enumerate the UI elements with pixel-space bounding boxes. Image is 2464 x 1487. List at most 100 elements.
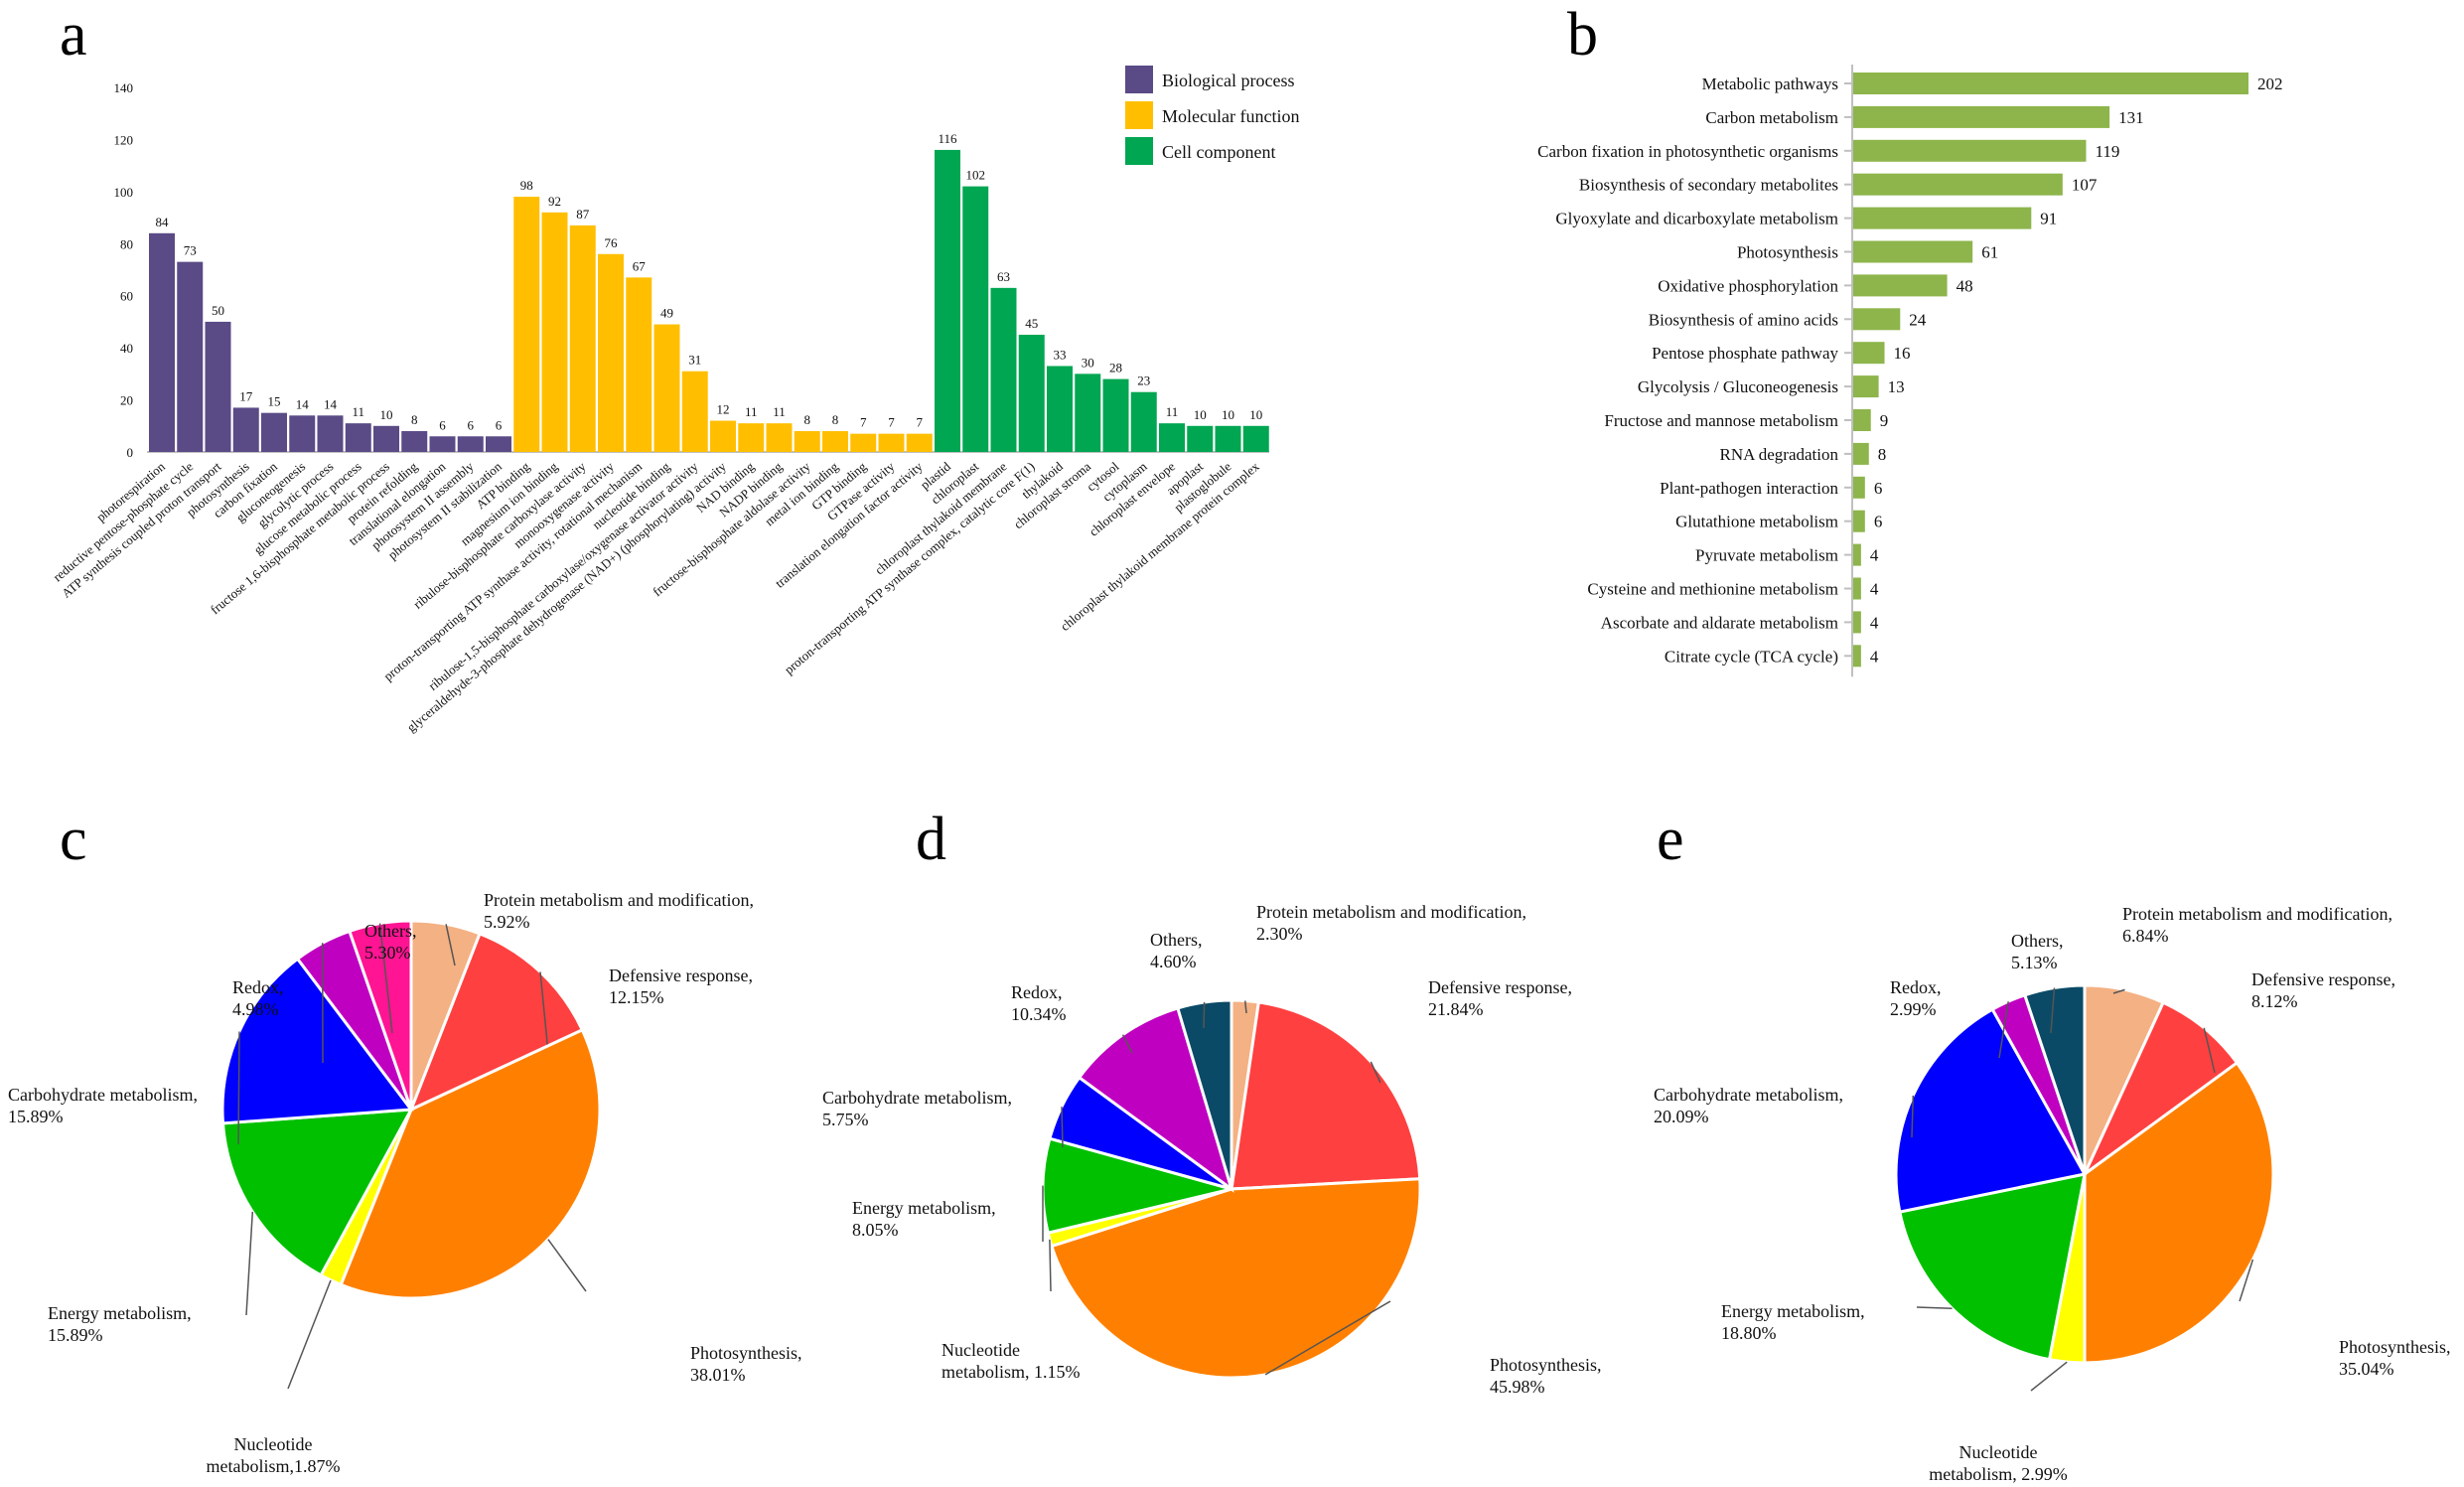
bar	[429, 436, 456, 452]
y-tick-label: Biosynthesis of amino acids	[1649, 310, 1838, 329]
bar	[1853, 543, 1861, 566]
bar-value-label: 8	[411, 412, 418, 427]
bar-value-label: 17	[239, 388, 253, 403]
y-tick-label: Photosynthesis	[1737, 243, 1838, 262]
slice-label: metabolism, 1.15%	[942, 1362, 1080, 1382]
bar	[1853, 577, 1861, 600]
bar-value-label: 45	[1025, 316, 1038, 331]
slice-label: 8.05%	[852, 1220, 899, 1240]
slice-label: Nucleotide	[942, 1340, 1020, 1360]
bar	[486, 436, 511, 452]
slice-label: 2.30%	[1256, 924, 1303, 944]
bar	[878, 433, 905, 452]
leader-line	[445, 924, 456, 967]
bar	[1853, 73, 2248, 94]
y-tick-label: Metabolic pathways	[1702, 74, 1838, 93]
pie-slice	[339, 1027, 602, 1300]
slice-label: Carbohydrate metabolism,	[8, 1085, 198, 1105]
bar-value-label: 11	[773, 404, 786, 419]
bar	[962, 186, 989, 452]
leader-line	[547, 1239, 587, 1292]
bar-value-label: 8	[803, 412, 810, 427]
leader-line	[1049, 1239, 1052, 1292]
bar	[513, 197, 540, 452]
slice-label: Nucleotide	[1959, 1442, 2038, 1462]
bar	[626, 277, 652, 452]
panel-letter-e: e	[1657, 806, 1684, 873]
bar-value-label: 11	[745, 404, 758, 419]
bar-value-label: 4	[1870, 647, 1879, 666]
bar-value-label: 87	[576, 207, 590, 222]
slice-label: 18.80%	[1721, 1323, 1777, 1343]
bar-value-label: 73	[184, 243, 197, 258]
bar-value-label: 49	[660, 306, 673, 321]
bar	[1853, 645, 1861, 668]
bar-value-label: 91	[2040, 210, 2057, 228]
bar	[569, 224, 596, 452]
bar-value-label: 10	[1194, 407, 1207, 422]
bar-value-label: 4	[1870, 580, 1879, 599]
y-tick-label: Fructose and mannose metabolism	[1604, 411, 1838, 430]
y-tick-label: Oxidative phosphorylation	[1658, 276, 1838, 295]
bar-value-label: 6	[1874, 513, 1883, 531]
slice-label: Nucleotide	[234, 1434, 313, 1454]
legend-label: Cell component	[1162, 142, 1275, 162]
leader-line	[287, 1279, 332, 1390]
bar-value-label: 28	[1109, 361, 1122, 375]
y-tick-label: 100	[114, 185, 134, 200]
slice-label: 6.84%	[2122, 926, 2169, 946]
pie-slice	[1041, 1136, 1237, 1236]
y-tick-label: Biosynthesis of secondary metabolites	[1579, 176, 1838, 195]
bar	[1853, 173, 2063, 196]
bar	[710, 420, 736, 452]
slice-label: Others,	[2011, 931, 2064, 951]
leader-line	[2239, 1259, 2254, 1302]
bar-value-label: 13	[1888, 377, 1905, 396]
slice-label: Protein metabolism and modification,	[484, 890, 754, 910]
y-tick-label: Carbon fixation in photosynthetic organi…	[1537, 142, 1838, 161]
slice-label: Defensive response,	[2251, 969, 2395, 989]
bar	[177, 261, 204, 452]
bar-value-label: 14	[324, 396, 338, 411]
legend-swatch	[1125, 66, 1153, 93]
pie-chart-e: Protein metabolism and modification,6.84…	[1654, 904, 2451, 1484]
panel-letter-b: b	[1567, 1, 1598, 69]
bar	[1075, 373, 1101, 452]
pie-chart-c: Protein metabolism and modification,5.92…	[8, 890, 802, 1476]
pie-slice	[220, 1108, 414, 1277]
slice-label: Redox,	[1890, 977, 1942, 997]
slice-label: Protein metabolism and modification,	[1256, 902, 1526, 922]
bar-value-label: 10	[379, 407, 392, 422]
leader-line	[2112, 988, 2125, 994]
y-tick-label: RNA degradation	[1720, 445, 1839, 464]
bar	[1853, 510, 1865, 532]
legend-swatch	[1125, 101, 1153, 129]
bar-value-label: 7	[916, 415, 923, 430]
bar-value-label: 31	[688, 353, 701, 368]
bar	[598, 253, 624, 452]
bar	[653, 324, 680, 452]
bar-value-label: 6	[467, 417, 474, 432]
slice-label: 15.89%	[48, 1325, 103, 1345]
bar	[906, 433, 933, 452]
bar-value-label: 10	[1222, 407, 1234, 422]
slice-label: Others,	[364, 921, 417, 941]
bar	[1159, 423, 1185, 452]
slice-label: 10.34%	[1011, 1004, 1067, 1024]
y-tick-label: Glyoxylate and dicarboxylate metabolism	[1555, 210, 1838, 228]
legend-label: Molecular function	[1162, 106, 1299, 126]
bar-value-label: 6	[496, 417, 503, 432]
slice-label: 5.30%	[364, 943, 411, 963]
bar-value-label: 9	[1880, 411, 1889, 430]
legend-swatch	[1125, 137, 1153, 165]
bar	[1853, 442, 1869, 465]
bar	[1853, 611, 1861, 634]
bar-value-label: 63	[997, 269, 1010, 284]
slice-label: Redox,	[232, 977, 284, 997]
leader-line	[1203, 1001, 1206, 1029]
slice-label: Energy metabolism,	[852, 1198, 996, 1218]
pie-chart-d: Protein metabolism and modification,2.30…	[822, 902, 1602, 1397]
slice-label: Photosynthesis,	[690, 1343, 802, 1363]
bar	[317, 415, 344, 452]
